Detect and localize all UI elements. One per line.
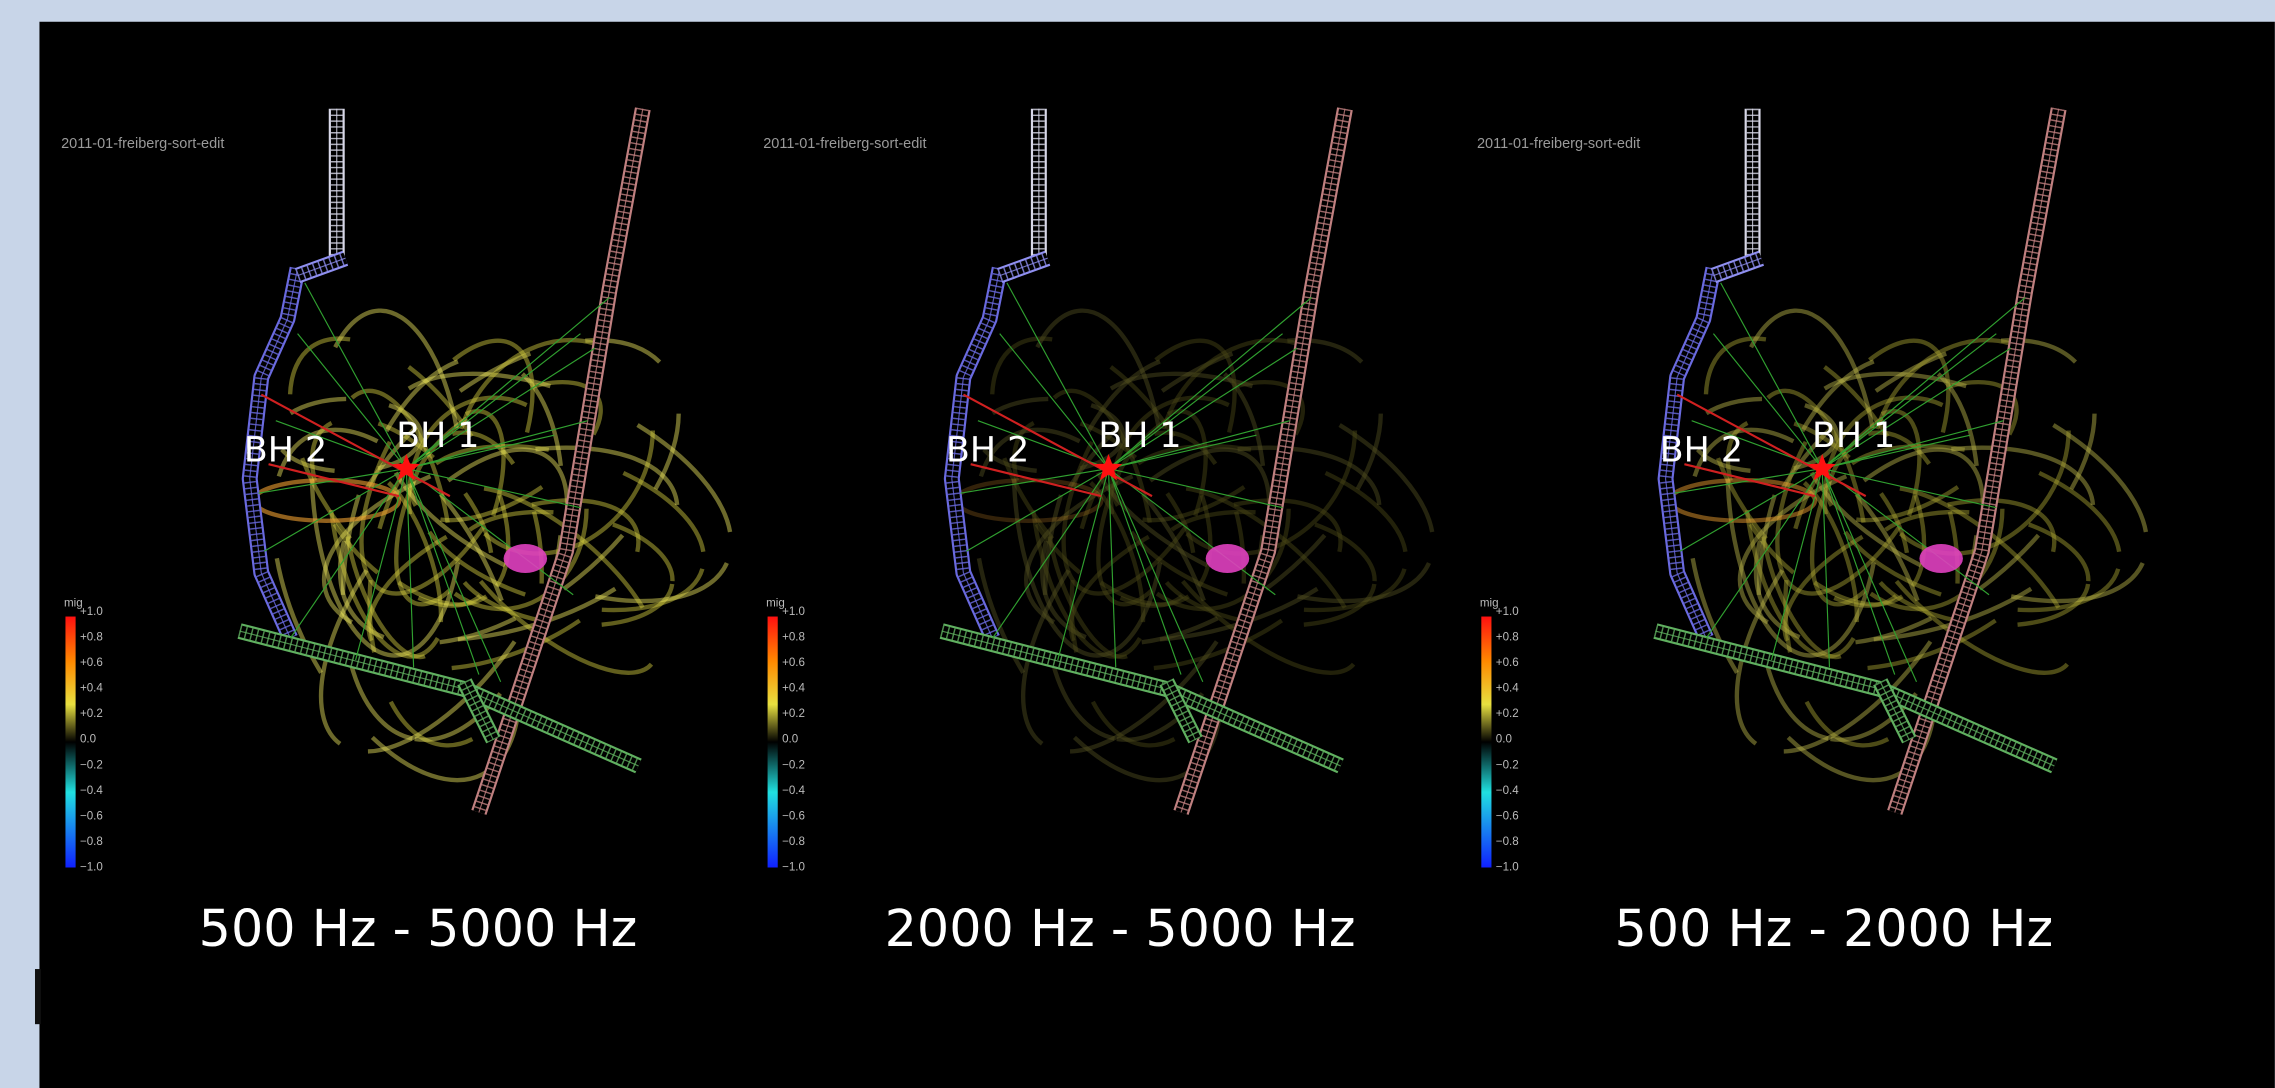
colorbar-tick-label: +1.0: [80, 605, 103, 618]
colorbar-tick-label: −0.6: [80, 809, 103, 822]
colorbar-tick-label: −0.6: [1496, 809, 1519, 822]
colorbar-tick-label: −0.8: [782, 835, 805, 848]
colorbar-tick-label: +0.4: [1496, 682, 1519, 695]
colorbar-tick-label: −0.6: [782, 809, 805, 822]
colorbar-tick-label: −0.8: [80, 835, 103, 848]
colorbar-tick-label: 0.0: [1496, 733, 1512, 746]
colorbar-tick-label: +0.6: [782, 656, 805, 669]
left-frame: [0, 22, 39, 1088]
caption: 2000 Hz - 5000 Hz: [885, 899, 1356, 958]
colorbar-tick-label: −0.4: [782, 784, 805, 797]
colorbar-tick-label: +0.6: [80, 656, 103, 669]
magenta-body: [504, 544, 548, 573]
colorbar: [768, 617, 778, 868]
bh2-label: BH 2: [244, 430, 327, 470]
colorbar-tick-label: +0.6: [1496, 656, 1519, 669]
colorbar-tick-label: +0.4: [782, 682, 805, 695]
colorbar-tick-label: −1.0: [782, 860, 805, 873]
colorbar: [65, 617, 75, 868]
frame-notch: [35, 969, 41, 1024]
header: 2011-01-freiberg-sort-edit: [1477, 136, 1640, 152]
figure: 2011-01-freiberg-sort-editBH 1BH 2mig+1.…: [0, 0, 2275, 1088]
colorbar-tick-label: +0.4: [80, 682, 103, 695]
colorbar-tick-label: +0.8: [80, 631, 103, 644]
magenta-body: [1206, 544, 1250, 573]
colorbar-tick-label: −1.0: [1496, 860, 1519, 873]
bh1-label: BH 1: [1812, 416, 1895, 456]
colorbar-tick-label: 0.0: [80, 733, 96, 746]
colorbar-tick-label: +0.8: [1496, 631, 1519, 644]
colorbar-tick-label: +1.0: [1496, 605, 1519, 618]
colorbar-tick-label: −0.8: [1496, 835, 1519, 848]
colorbar-tick-label: +0.2: [1496, 707, 1519, 720]
colorbar: [1481, 617, 1491, 868]
caption: 500 Hz - 5000 Hz: [199, 899, 638, 958]
colorbar-tick-label: +1.0: [782, 605, 805, 618]
bh2-label: BH 2: [946, 430, 1029, 470]
magenta-body: [1919, 544, 1963, 573]
colorbar-tick-label: +0.8: [782, 631, 805, 644]
colorbar-tick-label: −1.0: [80, 860, 103, 873]
colorbar-tick-label: −0.2: [80, 758, 103, 771]
colorbar-tick-label: +0.2: [782, 707, 805, 720]
page: {"panels": [ {"header": "2011-01-freiber…: [0, 0, 2275, 1088]
header: 2011-01-freiberg-sort-edit: [61, 136, 224, 152]
colorbar-tick-label: −0.2: [1496, 758, 1519, 771]
colorbar-tick-label: +0.2: [80, 707, 103, 720]
colorbar-tick-label: −0.4: [80, 784, 103, 797]
colorbar-tick-label: −0.4: [1496, 784, 1519, 797]
header: 2011-01-freiberg-sort-edit: [763, 136, 926, 152]
colorbar-tick-label: −0.2: [782, 758, 805, 771]
bh1-label: BH 1: [396, 416, 479, 456]
colorbar-tick-label: 0.0: [782, 733, 798, 746]
caption: 500 Hz - 2000 Hz: [1615, 899, 2054, 958]
bh2-label: BH 2: [1660, 430, 1743, 470]
bh1-label: BH 1: [1098, 416, 1181, 456]
